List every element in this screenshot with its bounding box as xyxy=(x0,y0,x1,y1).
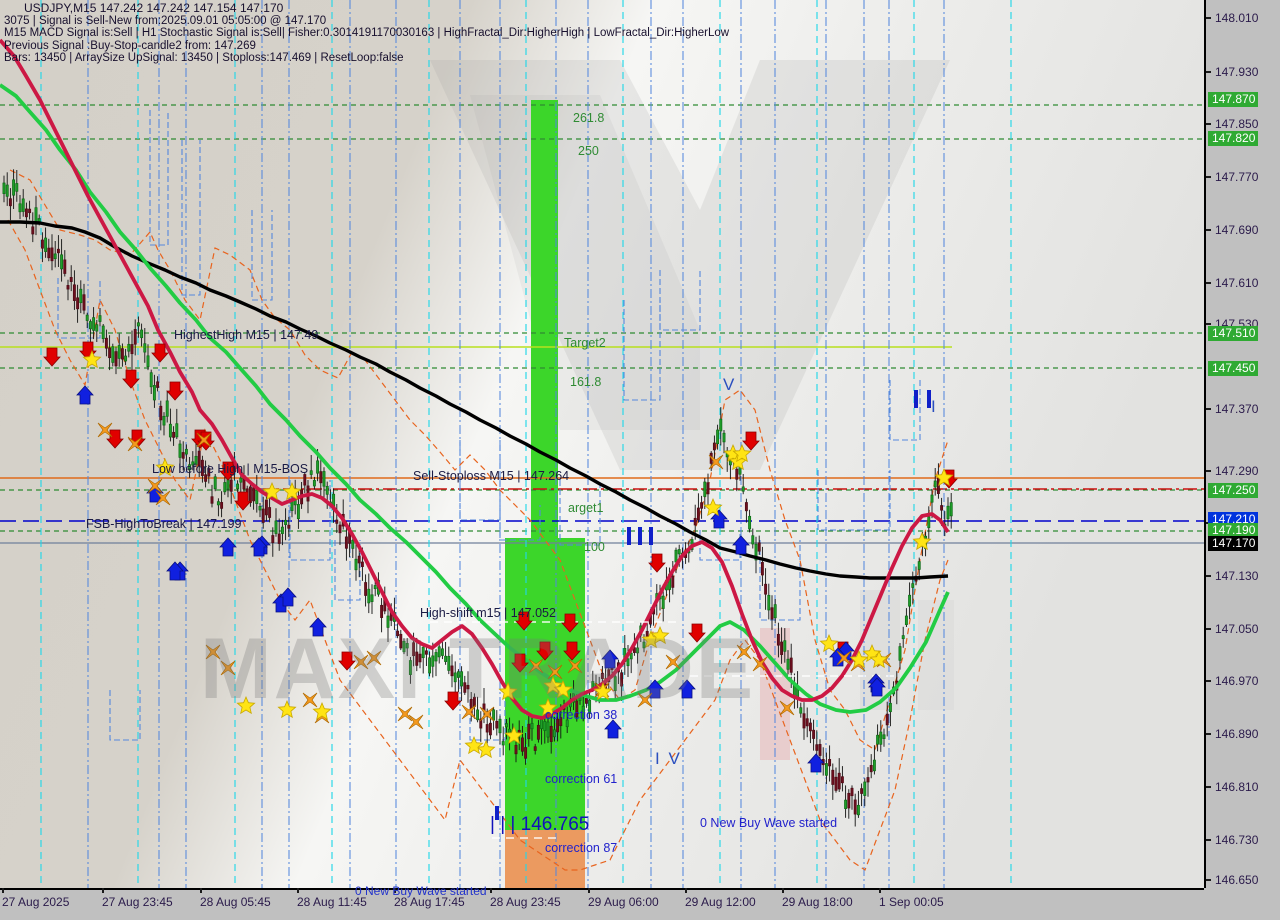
price-tick: 147.610 xyxy=(1206,276,1258,290)
fib-100-label: 100 xyxy=(584,540,605,554)
price-scale[interactable]: 148.010 147.930 147.850 147.770 147.690 147.6… xyxy=(1204,0,1280,888)
price-badge: 147.170 xyxy=(1208,536,1259,551)
time-tick-label: 29 Aug 06:00 xyxy=(588,895,659,909)
tick-mark xyxy=(200,888,202,893)
time-tick-label: 27 Aug 2025 xyxy=(2,895,70,909)
price-tick: 147.370 xyxy=(1206,402,1258,416)
price-badge: 147.510 xyxy=(1208,326,1259,341)
tick-mark xyxy=(490,888,492,893)
time-tick-label: 28 Aug 11:45 xyxy=(297,895,367,909)
fib-1618-label: 161.8 xyxy=(570,375,602,389)
time-tick-label: 28 Aug 05:45 xyxy=(200,895,271,909)
highest-high-label: HighestHigh M15 | 147.49 xyxy=(174,328,319,342)
fsb-hightobreak-label: FSB-HighToBreak | 147.199 xyxy=(86,517,242,531)
new-buy-wave-bottom-label: 0 New Buy Wave started xyxy=(355,884,487,898)
wave-iv-label: I V xyxy=(655,749,682,768)
price-badge: 147.820 xyxy=(1208,131,1259,146)
new-buy-wave-right-label: 0 New Buy Wave started xyxy=(700,816,838,830)
price-badge: 147.250 xyxy=(1208,483,1259,498)
time-tick-label: 1 Sep 00:05 xyxy=(879,895,944,909)
tick-mark xyxy=(394,888,396,893)
tick-mark xyxy=(782,888,784,893)
tick-mark xyxy=(102,888,104,893)
price-badge: 147.190 xyxy=(1208,523,1259,538)
target1-label: arget1 xyxy=(568,501,604,515)
time-tick: 29 Aug 06:00 xyxy=(588,888,659,909)
fib-2618-label: 261.8 xyxy=(573,111,605,125)
wave-iii-price-label: | | | 146.765 xyxy=(490,814,590,835)
price-tick: 147.850 xyxy=(1206,117,1258,131)
time-tick-label: 27 Aug 23:45 xyxy=(102,895,173,909)
time-tick: 27 Aug 2025 xyxy=(2,888,70,909)
time-tick-label: 29 Aug 18:00 xyxy=(782,895,853,909)
price-tick: 147.290 xyxy=(1206,464,1258,478)
time-tick: 28 Aug 23:45 xyxy=(490,888,561,909)
target2-label: Target2 xyxy=(564,336,606,350)
correction-87-label: correction 87 xyxy=(545,841,618,855)
price-tick: 147.690 xyxy=(1206,223,1258,237)
time-tick: 28 Aug 17:45 xyxy=(394,888,465,909)
time-tick: 27 Aug 23:45 xyxy=(102,888,173,909)
time-scale[interactable]: 27 Aug 2025 27 Aug 23:45 28 Aug 05:45 28 Au… xyxy=(0,888,1204,920)
tick-mark xyxy=(685,888,687,893)
price-tick: 147.930 xyxy=(1206,65,1258,79)
time-tick: 28 Aug 05:45 xyxy=(200,888,271,909)
tick-mark xyxy=(2,888,4,893)
price-tick: 146.970 xyxy=(1206,674,1258,688)
price-tick: 148.010 xyxy=(1206,11,1258,25)
correction-38-label: correction 38 xyxy=(545,708,618,722)
scale-corner xyxy=(1204,888,1280,920)
time-tick: 28 Aug 11:45 xyxy=(297,888,367,909)
chart-canvas xyxy=(0,0,1204,888)
sell-stoploss-label: Sell-Stoploss M15 | 147.264 xyxy=(413,469,570,483)
price-tick: 146.730 xyxy=(1206,833,1258,847)
price-tick: 147.130 xyxy=(1206,569,1258,583)
high-shift-label: High-shift m15 | 147.052 xyxy=(420,606,556,620)
tick-mark xyxy=(879,888,881,893)
low-before-high-label: Low before High | M15-BOS xyxy=(152,462,309,476)
chart-plot-area[interactable]: MAXI TRADE xyxy=(0,0,1204,888)
time-tick-label: 28 Aug 17:45 xyxy=(394,895,465,909)
price-tick: 147.770 xyxy=(1206,170,1258,184)
fib-250-label: 250 xyxy=(578,144,599,158)
wave-i-label: I xyxy=(931,397,938,416)
time-tick: 29 Aug 12:00 xyxy=(685,888,756,909)
price-tick: 147.050 xyxy=(1206,622,1258,636)
price-badge: 147.870 xyxy=(1208,92,1259,107)
time-tick-label: 29 Aug 12:00 xyxy=(685,895,756,909)
price-tick: 146.650 xyxy=(1206,873,1258,887)
time-tick: 1 Sep 00:05 xyxy=(879,888,944,909)
price-badge: 147.450 xyxy=(1208,361,1259,376)
correction-61-label: correction 61 xyxy=(545,772,618,786)
price-tick: 146.890 xyxy=(1206,727,1258,741)
time-tick-label: 28 Aug 23:45 xyxy=(490,895,561,909)
wave-v-label: V xyxy=(723,375,737,394)
price-tick: 146.810 xyxy=(1206,780,1258,794)
tick-mark xyxy=(588,888,590,893)
tick-mark xyxy=(297,888,299,893)
time-tick: 29 Aug 18:00 xyxy=(782,888,853,909)
